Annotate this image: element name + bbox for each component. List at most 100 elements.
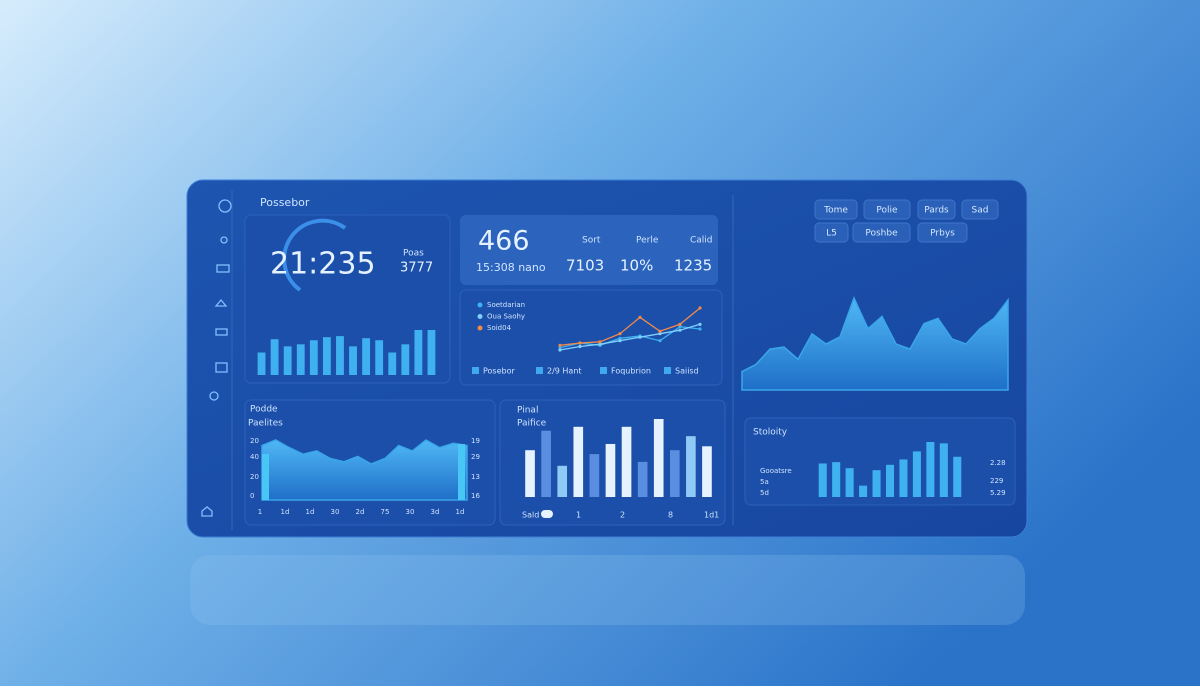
bar [401, 344, 410, 375]
footer-label: 1 [576, 511, 581, 520]
x-label: 30 [331, 508, 340, 516]
bar [525, 450, 535, 497]
chart-icon[interactable] [214, 298, 228, 307]
footer-label: 8 [668, 511, 673, 520]
home-icon[interactable] [201, 506, 213, 517]
toolbar-label[interactable]: Tome [823, 206, 848, 216]
stat-value: 10% [620, 257, 653, 275]
line-point [578, 341, 582, 345]
line-point [618, 339, 622, 343]
footer-label: 2 [620, 511, 625, 520]
clock-icon[interactable] [218, 199, 232, 213]
bar [845, 468, 854, 497]
bar [605, 443, 616, 497]
bar [349, 346, 357, 375]
footer-marker [472, 367, 479, 374]
bar [912, 451, 921, 497]
toolbar-label[interactable]: Prbys [930, 229, 955, 239]
bar [669, 450, 680, 497]
axis-label: 0 [250, 492, 254, 500]
stats-card [460, 215, 718, 285]
bar [375, 340, 384, 375]
clock-value: 21:235 [270, 247, 376, 282]
toolbar-button[interactable] [917, 199, 956, 220]
bar [653, 419, 664, 497]
axis-label: 29 [471, 453, 480, 461]
middle-chart-title: Pinal [517, 406, 538, 416]
line-point [598, 340, 602, 344]
left-chart-subtitle: Paelites [248, 419, 283, 429]
card-icon[interactable] [216, 264, 230, 273]
toolbar-label[interactable]: Sad [972, 206, 989, 216]
bar [589, 454, 600, 497]
x-label: 75 [381, 508, 390, 516]
toolbar-button[interactable] [814, 222, 849, 243]
label: Gooatsre [760, 467, 792, 475]
toolbar-label[interactable]: Pards [924, 206, 949, 216]
bar [926, 442, 935, 497]
legend-marker [477, 314, 483, 319]
stat-value: 1235 [674, 257, 712, 275]
toolbar-button[interactable] [917, 222, 968, 243]
toggle[interactable] [541, 510, 553, 518]
reflection [190, 555, 1025, 625]
bar [296, 344, 305, 375]
bar [257, 352, 266, 375]
middle-chart-subtitle: Paifice [517, 419, 547, 429]
footer-label: Sald [522, 511, 539, 520]
toolbar-label[interactable]: L5 [826, 229, 837, 239]
x-label: 30 [406, 508, 415, 516]
x-label: 1d [456, 508, 465, 516]
toolbar-button[interactable] [863, 199, 911, 220]
label: 5d [760, 489, 769, 497]
footer-label: Saiisd [675, 367, 699, 376]
footer-label: Posebor [483, 367, 515, 376]
range-handle[interactable] [458, 444, 465, 500]
axis-label: 40 [250, 453, 259, 461]
line-point [558, 348, 562, 352]
axis-label: 20 [250, 437, 259, 445]
toolbar-label[interactable]: Polie [876, 206, 898, 216]
toolbar-button[interactable] [961, 199, 999, 220]
line-point [658, 339, 662, 343]
area-series [741, 296, 1009, 391]
clock-side-label: Poas [403, 249, 424, 259]
toolbar-label[interactable]: Poshbe [865, 229, 898, 239]
line-point [678, 322, 682, 326]
bar [939, 443, 948, 497]
line-point [638, 315, 642, 319]
legend-label: Oua Saohy [487, 313, 525, 321]
axis-label: 19 [471, 437, 480, 445]
line-point [678, 328, 682, 332]
clock-side-value: 3777 [400, 261, 433, 276]
bar [541, 430, 551, 497]
stat-value: 7103 [566, 257, 604, 275]
line-point [658, 329, 662, 333]
toolbar-button[interactable] [852, 222, 911, 243]
legend-marker [477, 302, 483, 308]
line-point [558, 346, 562, 350]
footer-label: 2/9 Hant [547, 367, 582, 376]
footer-label: Foqubrion [611, 367, 651, 376]
list-icon[interactable] [215, 328, 228, 336]
right-chart-title: Stoloity [753, 428, 788, 438]
line-point [578, 344, 582, 349]
toolbar-button[interactable] [814, 199, 858, 220]
legend-label: Soid04 [487, 324, 512, 332]
label: 2.28 [990, 459, 1006, 467]
axis-label: 20 [250, 473, 259, 481]
x-label: 1 [258, 508, 262, 516]
user-icon[interactable] [220, 236, 228, 244]
range-handle[interactable] [262, 454, 269, 500]
doc-icon[interactable] [215, 362, 228, 373]
footer-label: 1d1 [704, 511, 719, 520]
label: 5a [760, 478, 769, 486]
axis-label: 13 [471, 473, 480, 481]
settings-icon[interactable] [209, 391, 219, 401]
stat-label: Perle [636, 236, 659, 246]
stat-label: Calid [690, 236, 713, 246]
bar [322, 337, 331, 375]
label: 5.29 [990, 489, 1006, 497]
bar [336, 336, 344, 375]
